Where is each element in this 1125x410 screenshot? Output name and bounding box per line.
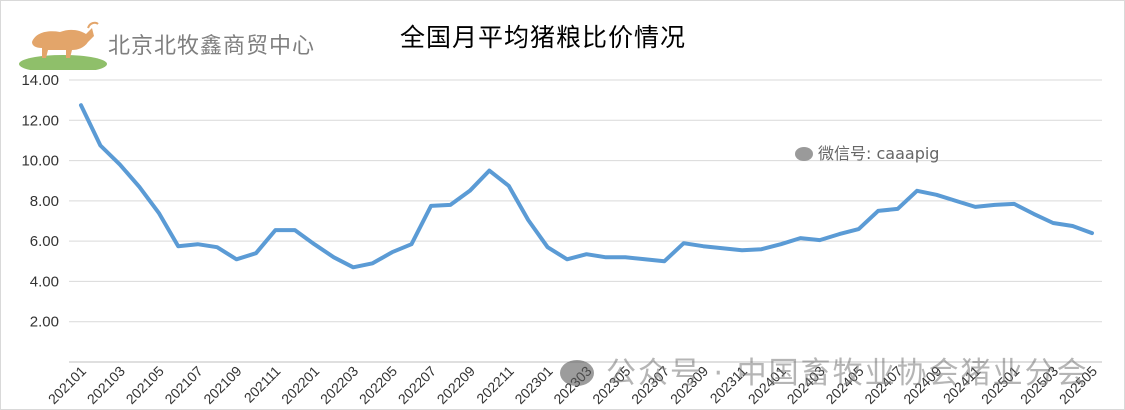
wechat-icon: [795, 147, 813, 161]
data-point: [779, 242, 783, 246]
x-tick-label: 202107: [161, 363, 205, 407]
x-tick-label: 202103: [84, 363, 128, 407]
data-point: [235, 257, 239, 261]
data-point: [79, 103, 83, 107]
series-line: [79, 103, 1094, 270]
data-point: [1012, 202, 1016, 206]
data-point: [604, 255, 608, 259]
y-tick-label: 4.00: [30, 273, 59, 290]
data-point: [546, 245, 550, 249]
x-tick-label: 202211: [473, 363, 517, 407]
account-watermark: 公众号 · 中国畜牧业协会猪业分会: [560, 348, 1089, 392]
org-name: 北京北牧鑫商贸中心: [108, 34, 316, 59]
data-point: [876, 209, 880, 213]
data-point: [254, 251, 258, 255]
y-axis-ticks: 2.00 4.00 6.00 8.00 10.00 12.00 14.00: [21, 72, 59, 331]
data-point: [118, 163, 122, 167]
data-point: [196, 242, 200, 246]
data-point: [915, 189, 919, 193]
data-point: [157, 211, 161, 215]
data-point: [371, 261, 375, 265]
data-point: [487, 169, 491, 173]
data-point: [468, 189, 472, 193]
gridlines: [69, 79, 1102, 363]
data-point: [448, 203, 452, 207]
x-tick-label: 202101: [45, 363, 89, 407]
data-point: [701, 244, 705, 248]
data-point: [682, 241, 686, 245]
x-tick-label: 202105: [123, 363, 167, 407]
data-point: [1071, 224, 1075, 228]
y-tick-label: 8.00: [30, 193, 59, 210]
data-point: [293, 228, 297, 232]
data-point: [623, 255, 627, 259]
data-point: [351, 265, 355, 269]
y-tick-label: 14.00: [21, 72, 59, 89]
data-point: [526, 218, 530, 222]
data-point: [429, 204, 433, 208]
data-point: [273, 228, 277, 232]
data-point: [954, 199, 958, 203]
y-tick-label: 10.00: [21, 153, 59, 170]
data-point: [759, 247, 763, 251]
data-point: [740, 248, 744, 252]
x-tick-label: 202205: [356, 363, 400, 407]
y-tick-label: 6.00: [30, 233, 59, 250]
data-point: [1051, 221, 1055, 225]
wechat-watermark: 微信号: caaapig: [795, 140, 939, 164]
x-tick-label: 202109: [200, 363, 244, 407]
data-point: [507, 184, 511, 188]
data-point: [721, 246, 725, 250]
x-tick-label: 202301: [511, 363, 555, 407]
bull-logo-icon: [19, 21, 107, 70]
data-point: [934, 193, 938, 197]
data-point: [1090, 231, 1094, 235]
wechat-icon: [560, 360, 594, 386]
data-point: [98, 143, 102, 147]
data-point: [137, 185, 141, 189]
data-point: [1032, 212, 1036, 216]
data-point: [410, 242, 414, 246]
data-point: [390, 250, 394, 254]
data-point: [857, 227, 861, 231]
account-watermark-text: 公众号 · 中国畜牧业协会猪业分会: [606, 356, 1089, 391]
data-point: [312, 242, 316, 246]
data-point: [818, 238, 822, 242]
y-tick-label: 12.00: [21, 112, 59, 129]
x-tick-label: 202209: [434, 363, 478, 407]
data-point: [332, 255, 336, 259]
data-point: [585, 252, 588, 256]
x-tick-label: 202207: [395, 363, 439, 407]
x-tick-label: 202203: [317, 363, 361, 407]
series-group: [79, 103, 1094, 270]
data-point: [215, 245, 219, 249]
data-point: [176, 244, 180, 248]
data-point: [565, 257, 569, 261]
data-point: [973, 205, 977, 209]
data-point: [662, 259, 666, 263]
y-tick-label: 2.00: [30, 314, 59, 331]
x-tick-label: 202201: [278, 363, 322, 407]
data-point: [837, 232, 841, 236]
data-point: [993, 203, 997, 207]
data-point: [896, 207, 900, 211]
x-tick-label: 202111: [241, 363, 284, 406]
data-point: [643, 257, 647, 261]
wechat-watermark-text: 微信号: caaapig: [818, 144, 940, 163]
chart-title: 全国月平均猪粮比价情况: [400, 23, 687, 52]
data-point: [798, 236, 802, 240]
